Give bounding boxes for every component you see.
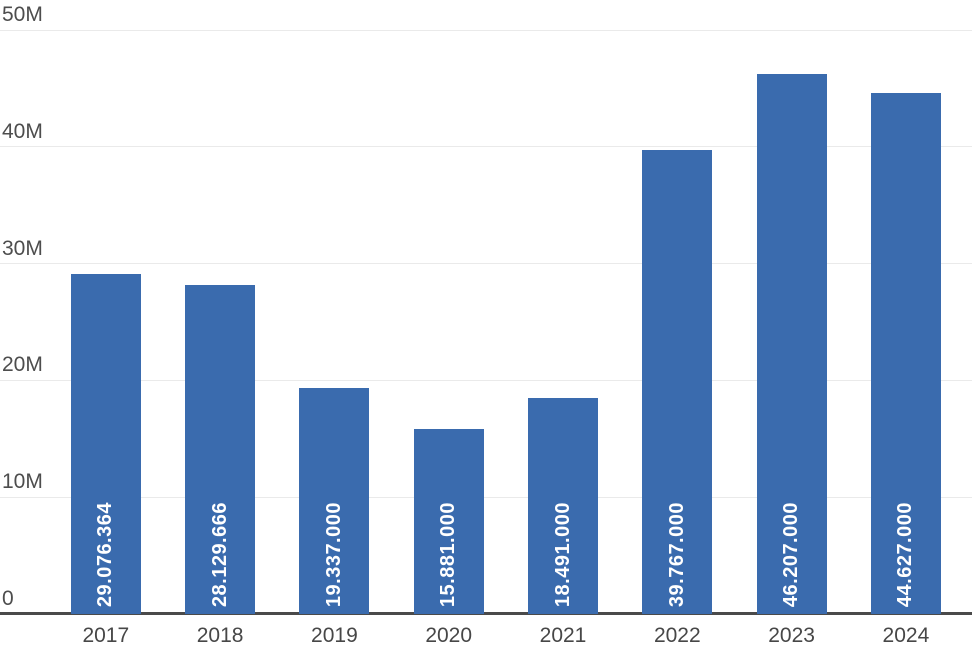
bar-value-label-wrap: 28.129.666 (185, 502, 255, 607)
y-axis-tick-label: 10M (2, 470, 43, 494)
x-axis-tick-label: 2022 (653, 624, 701, 647)
gridline (0, 146, 972, 148)
x-axis-tick-label: 2018 (196, 624, 244, 647)
bar-value-label-wrap: 19.337.000 (299, 502, 369, 607)
bar-2020[interactable]: 15.881.000 (413, 428, 484, 614)
bar-value-label-wrap: 18.491.000 (528, 502, 598, 607)
bar-value-label-wrap: 29.076.364 (71, 502, 141, 607)
bar-2022[interactable]: 39.767.000 (642, 149, 713, 614)
bar-2019[interactable]: 19.337.000 (299, 388, 370, 614)
gridline (0, 496, 972, 498)
x-axis-tick-label: 2024 (882, 624, 930, 647)
x-axis-tick-label: 2019 (311, 624, 358, 647)
bar-value-label-wrap: 44.627.000 (871, 502, 941, 607)
bar-2024[interactable]: 44.627.000 (870, 92, 941, 614)
bar-2017[interactable]: 29.076.364 (70, 274, 141, 614)
bar-value-label: 28.129.666 (208, 501, 231, 607)
bar-value-label-wrap: 46.207.000 (757, 502, 827, 607)
x-axis-tick-label: 2021 (539, 624, 587, 647)
bar-value-label: 29.076.364 (94, 501, 117, 607)
gridline (0, 29, 972, 31)
bar-value-label: 46.207.000 (780, 501, 803, 607)
bar-value-label: 15.881.000 (437, 501, 460, 607)
bar-2018[interactable]: 28.129.666 (185, 285, 256, 614)
x-axis-line (0, 612, 972, 615)
y-axis-tick-label: 50M (2, 2, 43, 26)
bar-value-label: 39.767.000 (665, 501, 688, 607)
x-axis-tick-label: 2023 (768, 624, 815, 647)
y-axis-tick-label: 30M (2, 236, 43, 260)
y-axis-tick-label: 20M (2, 353, 43, 377)
y-axis-tick-label: 40M (2, 119, 43, 143)
bar-value-label: 44.627.000 (894, 501, 917, 607)
gridline (0, 379, 972, 381)
bar-value-label-wrap: 39.767.000 (642, 502, 712, 607)
bar-2021[interactable]: 18.491.000 (528, 398, 598, 614)
x-axis-tick-label: 2020 (425, 624, 473, 647)
y-axis-tick-label: 0 (2, 586, 14, 610)
bar-2023[interactable]: 46.207.000 (756, 74, 827, 614)
bar-value-label-wrap: 15.881.000 (414, 502, 484, 607)
x-axis-tick-label: 2017 (82, 624, 130, 647)
gridline (0, 263, 972, 265)
bar-value-label: 18.491.000 (551, 501, 574, 607)
bar-value-label: 19.337.000 (322, 501, 345, 607)
